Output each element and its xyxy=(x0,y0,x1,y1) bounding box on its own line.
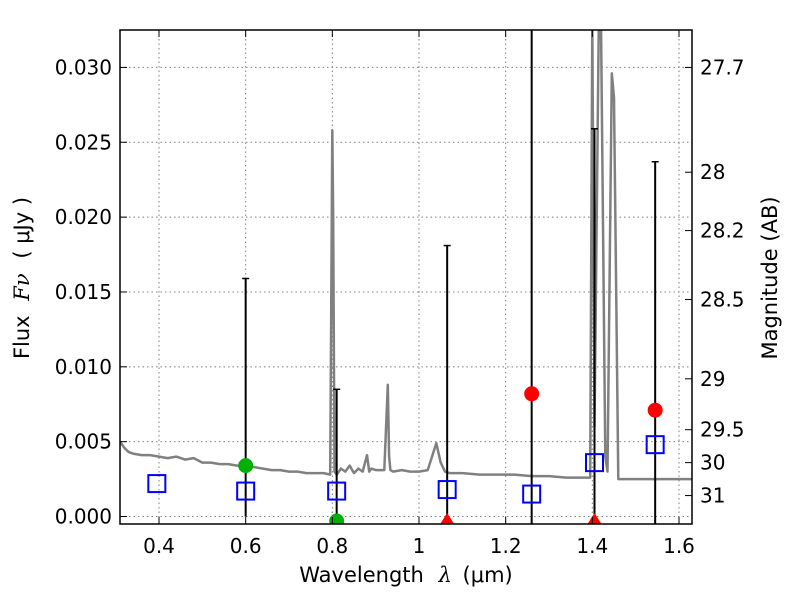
detection-point xyxy=(329,513,345,524)
model-photometry-point xyxy=(437,480,457,500)
y-tick-label: 0.015 xyxy=(55,280,112,304)
model-photometry-point xyxy=(585,453,604,473)
errorbar-layer xyxy=(242,30,659,524)
y-tick-label: 0.020 xyxy=(55,205,112,229)
x-tick-label: 1.6 xyxy=(663,534,695,558)
right-tick-label: 28.2 xyxy=(700,219,745,243)
y-axis-title-prefix: Flux xyxy=(10,315,34,359)
y-tick-label: 0.030 xyxy=(55,55,112,79)
model-photometry-point xyxy=(147,474,167,494)
y-axis-title-unit: ( μJy ) xyxy=(10,197,34,259)
right-tick-label: 27.7 xyxy=(700,55,745,79)
x-tick-label: 0.8 xyxy=(316,534,348,558)
right-tick-label: 30 xyxy=(700,451,725,475)
right-tick-label: 29 xyxy=(700,367,725,391)
x-axis-title-prefix: Wavelength xyxy=(299,563,424,587)
y-tick-label: 0.010 xyxy=(55,355,112,379)
upper-limit-marker xyxy=(587,513,602,524)
model-photometry-point xyxy=(522,484,542,504)
y-axis-title-left: Flux Fν ( μJy ) xyxy=(10,197,34,359)
x-axis-title-symbol: λ xyxy=(438,563,452,587)
y-tick-label: 0.005 xyxy=(55,430,112,454)
right-tick-label: 29.5 xyxy=(700,418,745,442)
upper-limit-marker xyxy=(647,402,663,418)
model-photometry-point xyxy=(645,435,665,455)
tick-layer: 0.4 0.6 0.8 1 1.2 1.4 1.6 0.000 0.005 0.010 0.015 0… xyxy=(55,30,745,558)
plot-frame xyxy=(119,29,693,525)
x-tick-label: 1.2 xyxy=(490,534,522,558)
right-tick-label: 28.5 xyxy=(700,287,745,311)
y-axis-title-right: Magnitude (AB) xyxy=(758,196,782,359)
upper-limit-marker xyxy=(440,513,455,524)
x-axis-title: Wavelength λ (μm) xyxy=(299,563,512,587)
x-tick-label: 1 xyxy=(413,534,426,558)
y-tick-label: 0.000 xyxy=(55,505,112,529)
x-tick-label: 0.6 xyxy=(230,534,262,558)
axes-frame xyxy=(119,29,693,525)
detection-point xyxy=(238,458,254,474)
upper-limit-marker xyxy=(524,386,540,402)
y-tick-label: 0.025 xyxy=(55,130,112,154)
model-spectrum-line xyxy=(120,30,692,481)
model-photometry-point xyxy=(236,481,256,501)
model-photometry-point xyxy=(327,481,347,501)
right-tick-label: 31 xyxy=(700,484,725,508)
right-tick-label: 28 xyxy=(700,160,725,184)
x-tick-label: 1.4 xyxy=(576,534,608,558)
x-axis-title-unit: (μm) xyxy=(463,563,513,587)
y-axis-title-symbol: Fν xyxy=(10,273,34,302)
point-layer xyxy=(147,386,665,524)
model-spectrum-layer xyxy=(120,30,692,481)
x-tick-label: 0.4 xyxy=(143,534,175,558)
